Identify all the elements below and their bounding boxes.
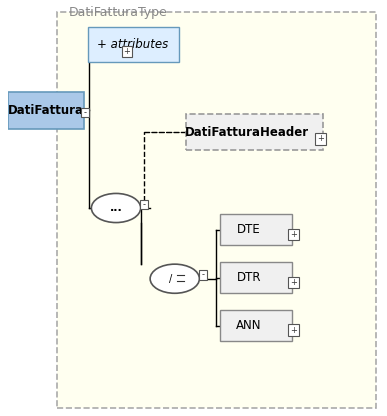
Text: +: + bbox=[290, 278, 297, 287]
FancyBboxPatch shape bbox=[81, 108, 89, 117]
FancyBboxPatch shape bbox=[186, 114, 323, 150]
Text: DatiFatturaHeader: DatiFatturaHeader bbox=[185, 126, 309, 139]
FancyBboxPatch shape bbox=[220, 214, 292, 245]
FancyBboxPatch shape bbox=[57, 12, 376, 408]
FancyBboxPatch shape bbox=[288, 277, 299, 288]
FancyBboxPatch shape bbox=[140, 200, 148, 209]
FancyBboxPatch shape bbox=[220, 262, 292, 293]
Text: -: - bbox=[84, 108, 86, 117]
FancyBboxPatch shape bbox=[288, 229, 299, 240]
Text: +: + bbox=[290, 230, 297, 239]
Text: ...: ... bbox=[110, 203, 122, 213]
Text: ANN: ANN bbox=[236, 319, 261, 332]
Text: -: - bbox=[201, 270, 204, 280]
Text: DatiFatturaType: DatiFatturaType bbox=[68, 6, 168, 19]
Text: DTE: DTE bbox=[237, 223, 260, 236]
FancyBboxPatch shape bbox=[315, 133, 325, 145]
Text: +: + bbox=[290, 326, 297, 335]
Text: /: / bbox=[170, 274, 173, 284]
Text: -: - bbox=[142, 200, 145, 209]
FancyBboxPatch shape bbox=[122, 46, 132, 57]
Text: +: + bbox=[317, 134, 324, 144]
FancyBboxPatch shape bbox=[288, 324, 299, 336]
FancyBboxPatch shape bbox=[8, 92, 84, 129]
FancyBboxPatch shape bbox=[220, 310, 292, 341]
Text: DTR: DTR bbox=[236, 271, 261, 284]
Text: DatiFattura: DatiFattura bbox=[8, 104, 84, 117]
Text: +: + bbox=[123, 47, 130, 56]
Ellipse shape bbox=[150, 264, 199, 293]
FancyBboxPatch shape bbox=[87, 27, 178, 62]
Text: + attributes: + attributes bbox=[98, 38, 169, 51]
Ellipse shape bbox=[91, 193, 140, 223]
FancyBboxPatch shape bbox=[199, 270, 207, 280]
